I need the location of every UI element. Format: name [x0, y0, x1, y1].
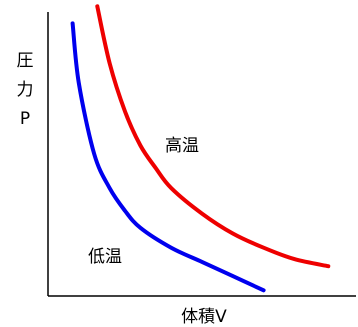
series-label-low-temp: 低温	[88, 247, 122, 267]
y-axis-label-line-3: P	[20, 109, 30, 129]
y-axis-label-line-2: 力	[17, 80, 34, 100]
series-line-low-temp	[70, 21, 266, 293]
series-line-high-temp	[95, 4, 331, 269]
series-label-high-temp: 高温	[165, 136, 199, 156]
y-axis-label-line-1: 圧	[17, 51, 34, 71]
x-axis-label: 体積V	[181, 307, 227, 327]
